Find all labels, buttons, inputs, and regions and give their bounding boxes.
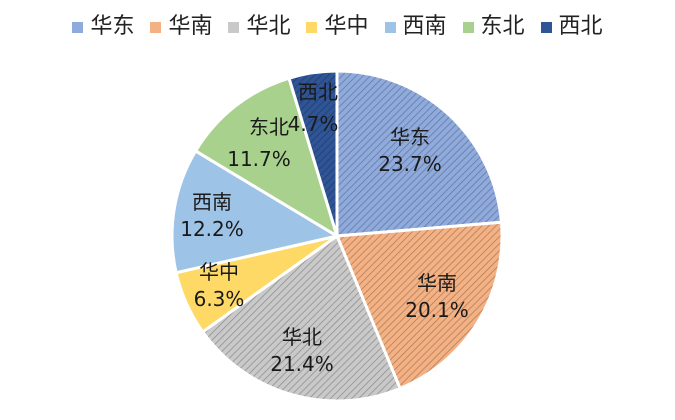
legend-swatch (462, 21, 474, 33)
legend-label: 华东 (90, 14, 135, 39)
legend-item: 西北 (540, 14, 603, 40)
slice-label: 西北 4.7% (288, 80, 339, 136)
slice-percent: 11.7% (227, 147, 291, 171)
legend-swatch (228, 21, 240, 33)
slice-label: 东北 11.7% (227, 115, 291, 171)
legend-item: 华东 (72, 14, 134, 40)
slice-name: 西北 (298, 80, 338, 104)
pie-slice (194, 76, 339, 238)
legend-item: 华南 (150, 14, 212, 40)
slice-name: 华南 (417, 271, 457, 295)
legend-item: 华中 (306, 14, 369, 40)
slice-label: 华东 23.7% (378, 125, 442, 176)
pie-slice (170, 149, 339, 275)
legend-label: 西南 (402, 14, 447, 39)
slice-name: 华中 (199, 260, 239, 284)
legend-label: 西北 (558, 14, 603, 39)
legend-label: 东北 (480, 14, 525, 39)
legend-swatch (306, 21, 318, 33)
slice-label: 华南 20.1% (405, 271, 469, 322)
legend-swatch (150, 21, 162, 33)
slice-name: 华北 (282, 325, 322, 349)
legend-label: 华南 (168, 14, 213, 39)
pie-slice (335, 220, 504, 390)
legend: 华东 华南 华北 华中 西南 东北 西北 (0, 14, 675, 40)
slice-percent: 4.7% (288, 112, 339, 136)
slice-percent: 20.1% (405, 298, 469, 322)
legend-label: 华中 (324, 14, 369, 39)
slice-percent: 23.7% (378, 152, 442, 176)
slice-percent: 21.4% (270, 352, 334, 376)
legend-swatch (540, 21, 552, 33)
slice-percent: 12.2% (180, 217, 244, 241)
legend-item: 西南 (384, 14, 447, 40)
legend-swatch (384, 21, 396, 33)
slice-name: 华东 (390, 125, 430, 149)
slice-label: 华中 6.3% (194, 260, 245, 311)
slice-name: 西南 (192, 190, 232, 214)
pie-slice (201, 234, 402, 403)
slice-label: 华北 21.4% (270, 325, 334, 376)
slice-name: 东北 (249, 115, 289, 139)
legend-item: 东北 (462, 14, 525, 40)
legend-item: 华北 (228, 14, 290, 40)
legend-swatch (72, 21, 84, 33)
legend-label: 华北 (246, 14, 291, 39)
pie-slice (335, 69, 503, 238)
slice-percent: 6.3% (194, 287, 245, 311)
slice-label: 西南 12.2% (180, 190, 244, 241)
pie-slice (287, 69, 339, 238)
